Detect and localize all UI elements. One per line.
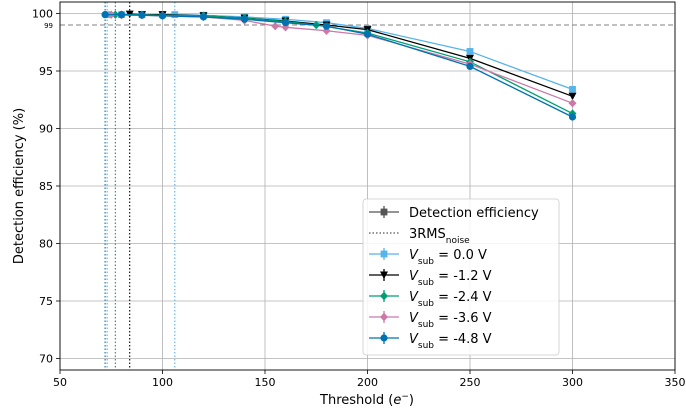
data-point <box>568 92 577 101</box>
y-tick-label: 100 <box>32 8 53 21</box>
x-axis-label: Threshold (e−) <box>319 392 414 408</box>
axis-ticks: 50 100 150 200 250 300 350 70 75 80 85 90 95 100 <box>32 8 686 390</box>
data-point <box>138 11 146 19</box>
data-point <box>568 113 577 121</box>
data-point <box>117 11 126 19</box>
legend: Detection efficiency 3RMSnoise Vsub = 0.… <box>362 198 560 356</box>
legend-marker <box>380 250 388 258</box>
series-1 <box>125 10 577 101</box>
legend-series-0-swatch <box>369 248 399 260</box>
legend-series-0-label: Vsub = 0.0 V <box>409 248 487 267</box>
data-point <box>569 86 576 93</box>
legend-marker <box>380 271 388 279</box>
data-point <box>466 62 474 70</box>
data-point <box>158 12 167 20</box>
data-point <box>466 48 474 55</box>
legend-marker <box>380 291 388 301</box>
y-tick-label: 95 <box>39 65 53 78</box>
legend-marker <box>380 334 388 342</box>
y-tick-label: 75 <box>39 295 53 308</box>
x-tick-label: 300 <box>562 376 583 389</box>
legend-series-4-label: Vsub = -4.8 V <box>409 332 492 351</box>
x-tick-label: 250 <box>460 376 481 389</box>
x-tick-label: 100 <box>152 376 173 389</box>
reference-line-label: 99 <box>44 22 53 30</box>
legend-efficiency-swatch <box>369 206 399 218</box>
legend-series-4-swatch <box>369 332 399 344</box>
series-group <box>101 10 577 121</box>
legend-series-3-swatch <box>369 311 399 323</box>
y-tick-label: 90 <box>39 123 53 136</box>
data-point <box>281 19 290 27</box>
legend-efficiency-label: Detection efficiency <box>409 206 539 221</box>
data-point <box>199 13 208 21</box>
y-tick-label: 70 <box>39 353 53 366</box>
x-tick-label: 350 <box>665 376 686 389</box>
legend-series-1-swatch <box>369 269 399 281</box>
reference-lines: 99 <box>44 2 675 370</box>
legend-swatches <box>369 206 399 344</box>
data-point <box>363 30 372 38</box>
data-point <box>240 15 249 23</box>
legend-marker <box>380 208 388 216</box>
legend-series-3-label: Vsub = -3.6 V <box>409 311 492 330</box>
y-tick-label: 80 <box>39 238 53 251</box>
legend-rms-label: 3RMSnoise <box>409 227 470 246</box>
x-tick-label: 150 <box>255 376 276 389</box>
data-point <box>271 21 280 31</box>
x-tick-label: 200 <box>357 376 378 389</box>
data-point <box>568 99 577 108</box>
series-line <box>111 14 573 104</box>
data-point <box>101 11 109 19</box>
legend-series-1-label: Vsub = -1.2 V <box>409 269 492 288</box>
legend-box <box>362 198 560 356</box>
legend-series-2-swatch <box>369 290 399 302</box>
legend-series-2-label: Vsub = -2.4 V <box>409 290 492 309</box>
data-point <box>322 22 331 30</box>
y-axis-label: Detection efficiency (%) <box>12 108 27 264</box>
y-tick-label: 85 <box>39 180 53 193</box>
series-4 <box>101 11 577 121</box>
x-tick-label: 50 <box>53 376 67 389</box>
legend-marker <box>380 312 388 322</box>
grid <box>59 2 676 370</box>
